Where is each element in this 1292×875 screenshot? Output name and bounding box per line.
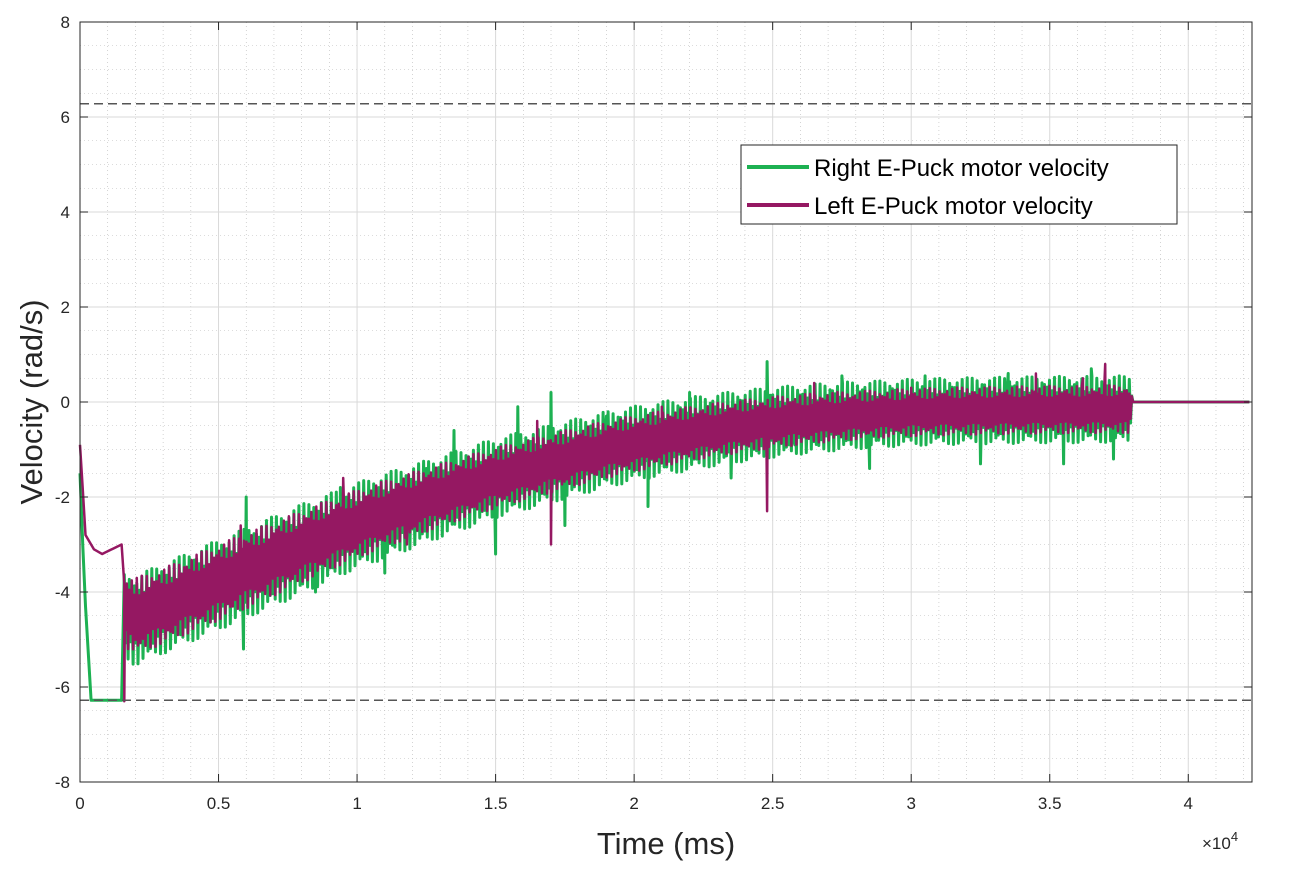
x-tick-label: 0 [75, 794, 84, 813]
series-line-1 [78, 362, 1250, 703]
series-layer [78, 360, 1250, 703]
y-tick-label: 2 [61, 298, 70, 317]
y-tick-label: 4 [61, 203, 70, 222]
x-tick-label: 1 [352, 794, 361, 813]
x-axis-title: Time (ms) [597, 826, 735, 861]
y-tick-label: 8 [61, 13, 70, 32]
legend-label-left: Left E-Puck motor velocity [814, 193, 1093, 220]
y-tick-labels: -8 -6 -4 -2 0 2 4 6 8 [55, 13, 70, 792]
x-tick-label: 3 [906, 794, 915, 813]
y-tick-label: -2 [55, 488, 70, 507]
y-tick-label: -4 [55, 583, 70, 602]
x-exponent-power: 4 [1231, 829, 1238, 844]
x-tick-label: 0.5 [207, 794, 231, 813]
legend-box [740, 144, 1178, 225]
x-tick-label: 1.5 [484, 794, 508, 813]
y-tick-label: -6 [55, 678, 70, 697]
x-exponent-label: ×104 [1202, 829, 1238, 853]
legend-label-right: Right E-Puck motor velocity [814, 155, 1109, 182]
axis-ticks [79, 21, 1252, 783]
x-exponent-prefix: ×10 [1202, 834, 1231, 853]
y-tick-label: 0 [61, 393, 70, 412]
y-tick-label: -8 [55, 773, 70, 792]
x-tick-label: 2 [629, 794, 638, 813]
y-axis-title: Velocity (rad/s) [14, 299, 49, 504]
x-tick-label: 2.5 [761, 794, 785, 813]
x-tick-label: 4 [1184, 794, 1193, 813]
x-tick-labels: 0 0.5 1 1.5 2 2.5 3 3.5 4 [75, 794, 1193, 813]
x-tick-label: 3.5 [1038, 794, 1062, 813]
legend: Right E-Puck motor velocity Left E-Puck … [740, 144, 1178, 225]
y-tick-label: 6 [61, 108, 70, 127]
